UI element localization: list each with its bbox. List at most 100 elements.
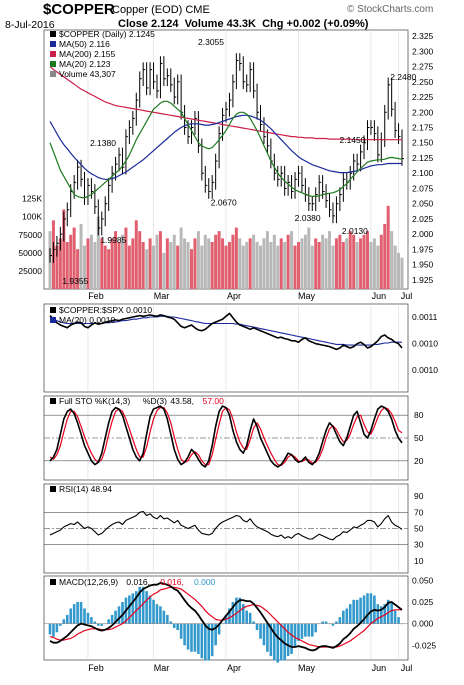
volume-bar (172, 234, 176, 289)
price-tick-label: 2.125 (412, 153, 434, 163)
macd-histogram-bar (59, 623, 62, 626)
macd-histogram-bar (273, 623, 276, 661)
macd-histogram-bar (214, 623, 217, 646)
macd-histogram-bar (348, 604, 352, 624)
volume-bar (76, 249, 80, 289)
volume-bar (317, 242, 321, 289)
volume-bar (207, 238, 211, 289)
macd-histogram-bar (386, 599, 390, 624)
volume-bar (186, 242, 190, 289)
macd-histogram-bar (121, 601, 124, 624)
volume-bar (169, 242, 173, 289)
price-annotation: 2.1380 (90, 138, 116, 148)
ratio-line (49, 312, 403, 351)
macd-histogram-bar (79, 601, 83, 624)
volume-bar (283, 242, 287, 289)
volume-bar (279, 238, 283, 289)
ratio-legend-label: $COPPER:$SPX 0.0010 (59, 305, 152, 315)
macd-histogram-bar (159, 606, 162, 624)
volume-bar (331, 245, 335, 289)
volume-bar (341, 242, 345, 289)
macd-histogram-bar (366, 593, 369, 624)
macd-tick-label: -0.025 (412, 640, 436, 650)
volume-bar (252, 234, 256, 289)
volume-bar (328, 231, 332, 289)
volume-bar (69, 234, 73, 289)
macd-histogram-bar (293, 623, 297, 648)
volume-bar (148, 238, 152, 289)
macd-histogram-bar (83, 608, 86, 624)
macd-histogram-bar (117, 606, 121, 624)
macd-histogram-bar (228, 608, 231, 624)
rsi-line (49, 510, 403, 541)
x-axis-label-top: Jun (372, 291, 387, 301)
volume-bar (227, 242, 231, 289)
price-legend-swatch (50, 31, 56, 37)
macd-histogram-bar (248, 612, 252, 624)
volume-bar (183, 238, 187, 289)
volume-bar (379, 234, 383, 289)
volume-tick-label: 50000 (18, 248, 42, 258)
volume-bar (214, 234, 218, 289)
volume-bar (386, 205, 390, 289)
ratio-legend-label: MA(20) 0.0010 (59, 315, 115, 325)
price-tick-label: 2.300 (412, 46, 434, 56)
x-axis-label-top: May (298, 291, 316, 301)
volume-bar (383, 223, 387, 289)
price-stats: Close 2.124 Volume 43.3K Chg +0.002 (+0.… (118, 18, 369, 30)
macd-histogram-bar (52, 623, 55, 637)
macd-histogram-bar (355, 599, 359, 624)
macd-legend-label: 0.016, (160, 577, 184, 587)
macd-histogram-bar (107, 619, 110, 624)
macd-histogram-bar (345, 608, 349, 624)
sto-k-line (49, 405, 403, 468)
volume-bar (272, 234, 276, 289)
macd-histogram-bar (331, 623, 335, 626)
rsi-tick-label: 30 (414, 540, 424, 550)
x-axis-label-bottom: Jun (372, 663, 387, 673)
volume-bar (376, 245, 380, 289)
chart-date: 8-Jul-2016 (5, 19, 55, 31)
sto-legend-label: 43.58, (170, 396, 194, 406)
price-legend-label: $COPPER (Daily) 2.1245 (59, 29, 155, 39)
ma200-line (49, 66, 402, 141)
volume-bar (72, 227, 76, 289)
rsi-tick-label: 90 (414, 491, 424, 501)
macd-histogram-bar (369, 593, 373, 624)
volume-bar (83, 245, 87, 289)
macd-histogram-bar (193, 623, 197, 652)
macd-histogram-bar (176, 623, 179, 631)
macd-histogram-bar (200, 623, 204, 659)
macd-histogram-bar (259, 623, 262, 639)
macd-histogram-bar (252, 621, 255, 624)
volume-bar (293, 245, 297, 289)
volume-bar (345, 238, 349, 289)
price-tick-label: 2.000 (412, 229, 434, 239)
macd-tick-label: 0.000 (412, 619, 434, 629)
price-legend-swatch (50, 51, 56, 57)
macd-histogram-bar (162, 610, 166, 624)
macd-histogram-bar (362, 595, 366, 624)
macd-histogram-bar (235, 597, 238, 624)
macd-histogram-bar (155, 604, 159, 624)
volume-bar (62, 209, 66, 289)
volume-bar (303, 234, 307, 289)
macd-histogram-bar (276, 623, 280, 663)
macd-histogram-bar (207, 623, 211, 661)
price-legend-swatch (50, 71, 56, 77)
volume-bar (359, 238, 363, 289)
price-tick-label: 2.025 (412, 214, 434, 224)
macd-histogram-bar (131, 593, 135, 624)
sto-tick-label: 80 (414, 410, 424, 420)
volume-bar (365, 231, 369, 289)
volume-bar (110, 238, 114, 289)
macd-histogram-bar (338, 617, 342, 624)
macd-histogram-bar (134, 591, 138, 624)
macd-histogram-bar (166, 614, 169, 624)
ratio-legend-swatch (50, 317, 56, 323)
macd-histogram-bar (100, 623, 104, 626)
price-legend-swatch (50, 61, 56, 67)
macd-histogram-bar (241, 604, 245, 624)
macd-histogram-bar (283, 623, 286, 661)
macd-histogram-bar (379, 606, 383, 624)
